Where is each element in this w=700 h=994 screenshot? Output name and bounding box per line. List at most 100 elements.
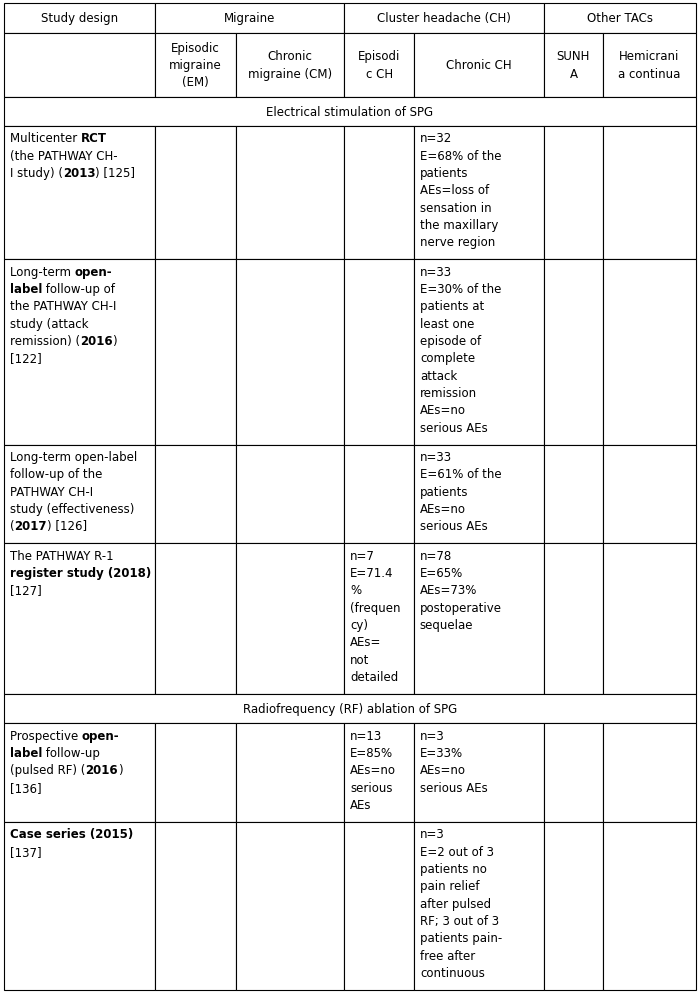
Text: AEs=loss of: AEs=loss of — [420, 184, 489, 197]
Text: Cluster headache (CH): Cluster headache (CH) — [377, 12, 511, 25]
Bar — [4, 127, 155, 260]
Text: n=3: n=3 — [420, 828, 444, 841]
Bar — [155, 445, 236, 544]
Bar — [4, 724, 155, 822]
Text: patients: patients — [420, 485, 468, 498]
Bar — [4, 97, 696, 127]
Bar — [236, 127, 344, 260]
Text: Case series (2015): Case series (2015) — [10, 828, 133, 841]
Bar — [4, 544, 155, 694]
Text: serious AEs: serious AEs — [420, 421, 488, 434]
Text: least one: least one — [420, 317, 475, 330]
Bar — [155, 822, 236, 990]
Text: 2016: 2016 — [80, 335, 113, 348]
Text: n=33: n=33 — [420, 265, 452, 278]
Bar — [544, 260, 603, 445]
Text: SUNH: SUNH — [556, 51, 590, 64]
Text: [122]: [122] — [10, 352, 41, 365]
Text: Long-term: Long-term — [10, 265, 74, 278]
Bar — [344, 445, 414, 544]
Bar — [344, 34, 414, 97]
Bar — [4, 260, 155, 445]
Bar — [414, 822, 544, 990]
Bar — [344, 544, 414, 694]
Bar — [603, 260, 696, 445]
Bar — [544, 724, 603, 822]
Text: detailed: detailed — [350, 670, 398, 683]
Bar — [236, 260, 344, 445]
Bar — [603, 445, 696, 544]
Text: study (attack: study (attack — [10, 317, 88, 330]
Bar — [544, 127, 603, 260]
Text: nerve region: nerve region — [420, 237, 495, 249]
Text: the PATHWAY CH-I: the PATHWAY CH-I — [10, 300, 116, 313]
Bar — [603, 724, 696, 822]
Text: Hemicrani: Hemicrani — [620, 51, 680, 64]
Bar — [414, 127, 544, 260]
Text: n=13: n=13 — [350, 729, 382, 742]
Text: study (effectiveness): study (effectiveness) — [10, 503, 134, 516]
Text: label: label — [10, 746, 42, 759]
Text: AEs=no: AEs=no — [350, 763, 396, 776]
Text: PATHWAY CH-I: PATHWAY CH-I — [10, 485, 93, 498]
Text: follow-up of the: follow-up of the — [10, 468, 102, 481]
Text: sequelae: sequelae — [420, 618, 473, 631]
Bar — [236, 822, 344, 990]
Text: n=78: n=78 — [420, 550, 452, 563]
Text: complete: complete — [420, 352, 475, 365]
Text: after pulsed: after pulsed — [420, 897, 491, 910]
Text: %: % — [350, 583, 361, 596]
Bar — [4, 34, 155, 97]
Text: AEs=: AEs= — [350, 636, 382, 649]
Bar — [603, 127, 696, 260]
Text: n=33: n=33 — [420, 450, 452, 463]
Text: Migraine: Migraine — [224, 12, 275, 25]
Bar — [155, 127, 236, 260]
Text: (: ( — [10, 520, 14, 533]
Text: c CH: c CH — [366, 68, 393, 81]
Bar — [414, 34, 544, 97]
Text: AEs=no: AEs=no — [420, 763, 466, 776]
Text: AEs=no: AEs=no — [420, 404, 466, 416]
Text: open-: open- — [74, 265, 112, 278]
Text: Prospective: Prospective — [10, 729, 82, 742]
Text: E=71.4: E=71.4 — [350, 567, 393, 580]
Bar — [544, 34, 603, 97]
Text: serious: serious — [350, 781, 393, 794]
Text: ): ) — [113, 335, 117, 348]
Bar — [544, 4, 696, 34]
Text: Episodic: Episodic — [171, 42, 220, 55]
Bar — [344, 822, 414, 990]
Text: migraine: migraine — [169, 59, 222, 72]
Text: remission: remission — [420, 387, 477, 400]
Text: ) [126]: ) [126] — [47, 520, 87, 533]
Text: open-: open- — [82, 729, 119, 742]
Text: (EM): (EM) — [182, 77, 209, 89]
Bar — [344, 4, 544, 34]
Text: pain relief: pain relief — [420, 880, 480, 893]
Text: E=68% of the: E=68% of the — [420, 150, 501, 163]
Text: remission) (: remission) ( — [10, 335, 80, 348]
Bar — [544, 544, 603, 694]
Bar — [603, 822, 696, 990]
Text: follow-up: follow-up — [42, 746, 100, 759]
Text: ) [125]: ) [125] — [95, 167, 135, 180]
Text: Other TACs: Other TACs — [587, 12, 653, 25]
Text: Chronic CH: Chronic CH — [446, 59, 512, 72]
Text: [137]: [137] — [10, 845, 41, 858]
Text: n=3: n=3 — [420, 729, 444, 742]
Text: Study design: Study design — [41, 12, 118, 25]
Text: E=85%: E=85% — [350, 746, 393, 759]
Text: a continua: a continua — [618, 68, 680, 81]
Text: serious AEs: serious AEs — [420, 520, 488, 533]
Bar — [155, 34, 236, 97]
Bar — [155, 260, 236, 445]
Bar — [414, 260, 544, 445]
Bar — [155, 544, 236, 694]
Bar — [155, 4, 344, 34]
Text: E=2 out of 3: E=2 out of 3 — [420, 845, 494, 858]
Text: E=61% of the: E=61% of the — [420, 468, 501, 481]
Text: continuous: continuous — [420, 966, 485, 979]
Text: free after: free after — [420, 948, 475, 962]
Text: 2016: 2016 — [85, 763, 118, 776]
